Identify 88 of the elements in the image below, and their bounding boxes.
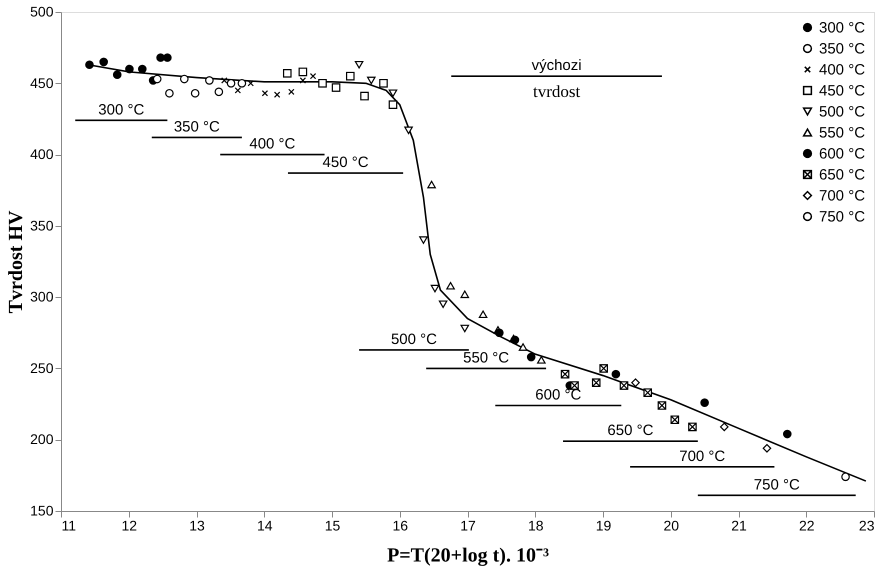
- point: [85, 60, 94, 70]
- series-label: 450 °C: [322, 154, 369, 172]
- point: [537, 356, 546, 364]
- legend-label: 600 °C: [819, 146, 866, 162]
- y-axis-title: Tvrdost HV: [5, 210, 28, 314]
- x-tick-label: 15: [324, 518, 340, 534]
- series-label: 300 °C: [98, 101, 144, 118]
- x-tick-label: 14: [256, 518, 273, 534]
- y-tick-label: 200: [30, 431, 54, 448]
- x-tick-label: 17: [460, 518, 476, 534]
- point: [318, 78, 327, 88]
- point: [298, 68, 308, 76]
- point: [288, 88, 295, 96]
- x-tick-label: 16: [392, 518, 408, 534]
- point: [430, 284, 440, 292]
- point: [782, 430, 792, 438]
- series-label: 400 °C: [249, 136, 296, 153]
- series-label: 550 °C: [463, 349, 510, 366]
- point: [346, 72, 355, 80]
- point: [300, 77, 306, 84]
- annotation: tvrdost: [532, 82, 580, 102]
- legend-label: 450 °C: [819, 82, 866, 100]
- x-tick-label: 21: [731, 518, 747, 534]
- point: [99, 58, 108, 66]
- point: [221, 77, 228, 84]
- x-tick-label: 23: [858, 518, 875, 534]
- point: [310, 72, 316, 80]
- point: [446, 282, 455, 290]
- point: [478, 310, 488, 318]
- x-tick-label: 13: [189, 518, 205, 534]
- point: [262, 90, 268, 96]
- legend-label: 550 °C: [819, 124, 866, 142]
- point: [366, 76, 376, 84]
- legend-label: 750 °C: [819, 208, 866, 226]
- legend-label: 650 °C: [819, 166, 866, 184]
- point: [438, 300, 448, 308]
- legend-label: 400 °C: [819, 62, 866, 78]
- series-label: 650 °C: [607, 422, 654, 440]
- x-tick-label: 20: [663, 518, 680, 534]
- x-tick-label: 22: [798, 518, 815, 534]
- point: [274, 91, 280, 98]
- y-tick-label: 300: [30, 288, 54, 305]
- y-tick-label: 400: [30, 146, 54, 162]
- x-tick-label: 19: [596, 518, 612, 534]
- legend-label: 700 °C: [819, 188, 866, 204]
- y-tick-label: 450: [30, 74, 54, 91]
- x-tick-label: 11: [62, 518, 76, 534]
- point: [526, 352, 536, 362]
- point: [163, 53, 172, 62]
- point: [427, 180, 436, 188]
- point: [379, 78, 388, 88]
- series-label: 700 °C: [679, 448, 726, 465]
- point: [234, 87, 242, 94]
- x-tick-label: 18: [528, 518, 544, 534]
- point: [700, 398, 709, 407]
- point: [205, 76, 214, 85]
- legend-label: 350 °C: [819, 40, 866, 58]
- point: [612, 370, 620, 378]
- y-tick-label: 150: [30, 502, 54, 518]
- point: [388, 89, 398, 98]
- point: [112, 70, 122, 80]
- point: [138, 64, 147, 74]
- point: [404, 126, 413, 134]
- point: [419, 236, 428, 244]
- point: [388, 100, 398, 109]
- legend-label: 300 °C: [819, 20, 866, 36]
- series-label: 750 °C: [754, 476, 800, 494]
- y-tick-label: 350: [30, 217, 54, 234]
- point: [658, 401, 666, 410]
- point: [248, 80, 254, 86]
- point: [360, 92, 369, 100]
- point: [620, 381, 628, 390]
- series-label: výchozi: [532, 57, 582, 74]
- series-label: 500 °C: [390, 330, 438, 348]
- point: [495, 328, 504, 338]
- x-axis-title: P=T(20+log t). 10⁻³: [387, 544, 549, 566]
- point: [460, 290, 470, 298]
- series-label: 350 °C: [174, 118, 220, 136]
- point: [332, 83, 340, 92]
- legend-label: 500 °C: [819, 104, 866, 120]
- point: [354, 60, 364, 69]
- y-tick-label: 250: [30, 360, 54, 376]
- y-tick-label: 500: [30, 4, 54, 20]
- point: [460, 324, 470, 332]
- point: [125, 64, 134, 74]
- point: [518, 343, 528, 351]
- x-tick-label: 12: [121, 518, 138, 534]
- point: [282, 69, 292, 78]
